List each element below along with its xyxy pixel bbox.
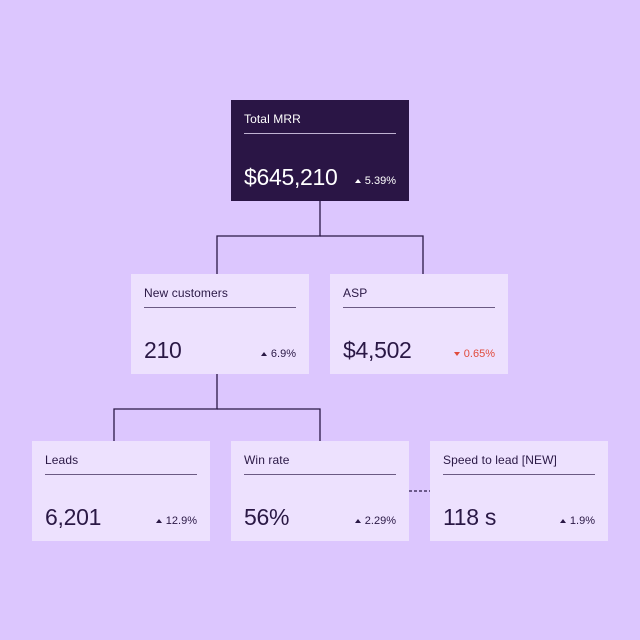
delta-value: 0.65% bbox=[463, 348, 495, 360]
edge-new-customers-to-leads bbox=[113, 374, 218, 441]
node-delta: 5.39% bbox=[354, 175, 396, 187]
edge-new-customers-to-win-rate bbox=[217, 408, 321, 441]
arrow-up-icon bbox=[354, 519, 361, 523]
node-label: Speed to lead [NEW] bbox=[443, 453, 557, 467]
arrow-down-icon bbox=[453, 352, 460, 356]
node-delta: 6.9% bbox=[260, 348, 296, 360]
node-win-rate[interactable]: Win rate 56% 2.29% bbox=[231, 441, 409, 541]
delta-value: 12.9% bbox=[165, 515, 197, 527]
node-divider bbox=[45, 474, 197, 475]
node-divider bbox=[144, 307, 296, 308]
arrow-up-icon bbox=[260, 352, 267, 356]
arrow-up-icon bbox=[559, 519, 566, 523]
node-divider bbox=[244, 133, 396, 134]
delta-value: 1.9% bbox=[569, 515, 595, 527]
node-label: Leads bbox=[45, 453, 79, 467]
node-label: Win rate bbox=[244, 453, 290, 467]
node-speed-to-lead[interactable]: Speed to lead [NEW] 118 s 1.9% bbox=[430, 441, 608, 541]
node-value: 6,201 bbox=[45, 504, 102, 530]
node-asp[interactable]: ASP $4,502 0.65% bbox=[330, 274, 508, 374]
arrow-up-icon bbox=[155, 519, 162, 523]
edge-total-mrr-to-asp bbox=[320, 235, 424, 274]
delta-value: 2.29% bbox=[364, 515, 396, 527]
delta-value: 5.39% bbox=[364, 175, 396, 187]
delta-value: 6.9% bbox=[270, 348, 296, 360]
node-value: 210 bbox=[144, 337, 182, 363]
node-label: New customers bbox=[144, 286, 228, 300]
node-new-customers[interactable]: New customers 210 6.9% bbox=[131, 274, 309, 374]
node-delta: 1.9% bbox=[559, 515, 595, 527]
node-value: $4,502 bbox=[343, 337, 412, 363]
node-divider bbox=[443, 474, 595, 475]
node-delta: 0.65% bbox=[453, 348, 495, 360]
node-delta: 2.29% bbox=[354, 515, 396, 527]
edge-total-mrr-to-new-customers bbox=[216, 201, 321, 274]
node-total-mrr[interactable]: Total MRR $645,210 5.39% bbox=[231, 100, 409, 201]
node-divider bbox=[244, 474, 396, 475]
node-value: $645,210 bbox=[244, 164, 338, 190]
node-leads[interactable]: Leads 6,201 12.9% bbox=[32, 441, 210, 541]
node-divider bbox=[343, 307, 495, 308]
node-label: Total MRR bbox=[244, 112, 301, 126]
node-delta: 12.9% bbox=[155, 515, 197, 527]
arrow-up-icon bbox=[354, 179, 361, 183]
node-value: 56% bbox=[244, 504, 290, 530]
node-label: ASP bbox=[343, 286, 368, 300]
node-value: 118 s bbox=[443, 504, 497, 530]
